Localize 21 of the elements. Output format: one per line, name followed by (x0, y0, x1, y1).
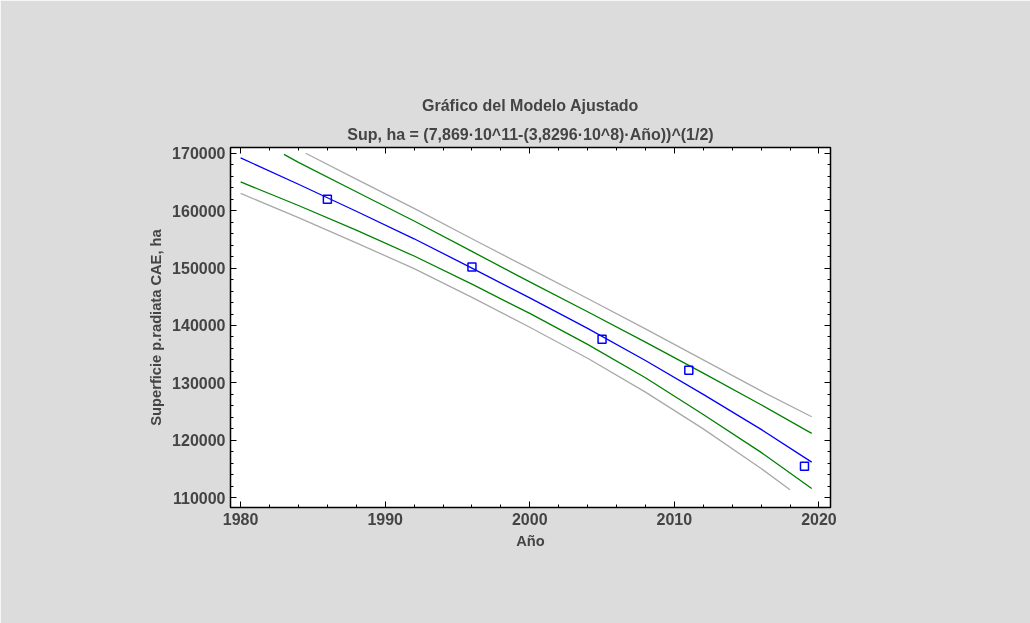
y-tick-label: 110000 (172, 489, 226, 507)
x-tick-label: 2000 (511, 510, 548, 528)
y-axis-title: Superficie p.radiata CAE, ha (148, 228, 165, 426)
point (597, 334, 607, 345)
y-tick-label: 150000 (172, 260, 226, 278)
y-tick-label: 170000 (172, 145, 226, 163)
y-tick-label: 160000 (172, 202, 226, 220)
point (322, 194, 333, 204)
point (467, 262, 477, 272)
x-tick-label: 1990 (367, 510, 404, 528)
chart-subtitle: Sup, ha = (7,869·10^11-(3,8296·10^8)·Año))^(1/2) (347, 125, 714, 143)
y-tick-label: 130000 (172, 374, 226, 392)
point (799, 461, 810, 471)
x-tick-label: 1980 (222, 510, 259, 528)
x-tick-label: 2010 (656, 510, 693, 528)
y-tick-label: 120000 (172, 432, 226, 450)
x-axis-title: Año (516, 532, 545, 549)
y-tick-label: 140000 (172, 317, 226, 335)
chart-title: Gráfico del Modelo Ajustado (422, 96, 639, 114)
x-tick-label: 2020 (801, 510, 837, 528)
point (684, 365, 694, 376)
